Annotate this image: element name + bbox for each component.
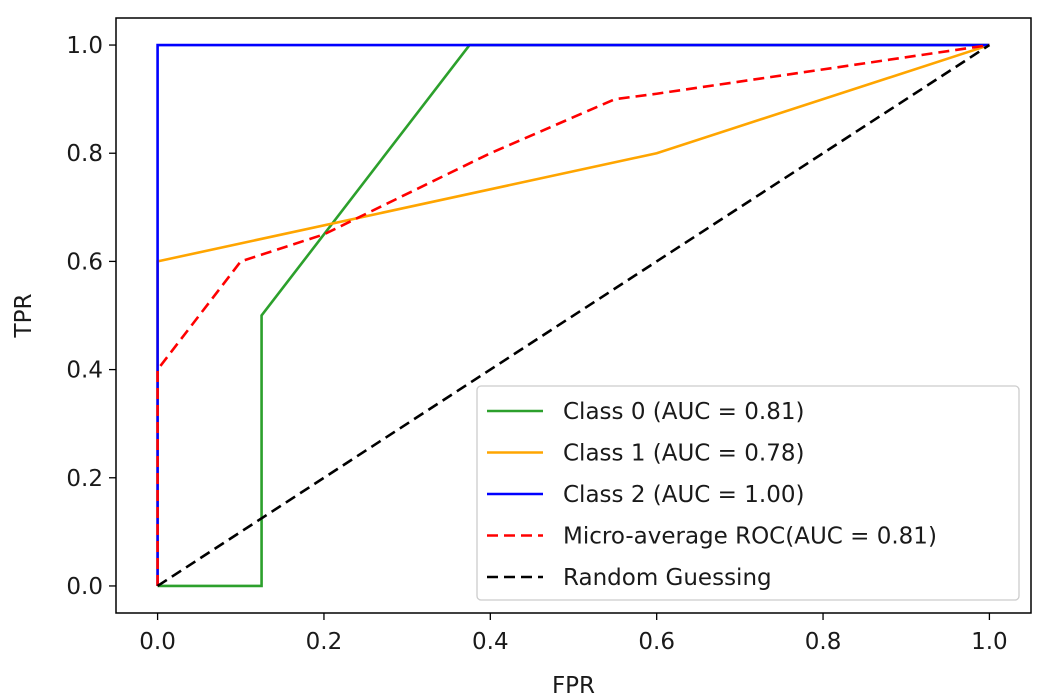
legend-label: Class 1 (AUC = 0.78) xyxy=(563,441,804,467)
legend-label: Class 2 (AUC = 1.00) xyxy=(563,482,804,508)
x-tick-label: 0.0 xyxy=(139,629,176,655)
y-tick-label: 0.0 xyxy=(66,574,103,600)
x-tick-label: 0.6 xyxy=(638,629,675,655)
series-line-random-guessing xyxy=(156,43,991,588)
y-tick-label: 0.2 xyxy=(66,466,103,492)
legend-label: Micro-average ROC(AUC = 0.81) xyxy=(563,524,937,550)
legend-label: Random Guessing xyxy=(563,565,772,591)
y-tick-label: 0.6 xyxy=(66,249,103,275)
x-tick-label: 0.2 xyxy=(306,629,343,655)
series-line-micro-average-roc-auc-0-81 xyxy=(156,43,990,586)
legend-label: Class 0 (AUC = 0.81) xyxy=(563,399,804,425)
y-tick-label: 1.0 xyxy=(66,33,103,59)
legend: Class 0 (AUC = 0.81) Class 1 (AUC = 0.78)… xyxy=(476,385,1020,601)
x-tick-label: 0.4 xyxy=(472,629,509,655)
y-tick-label: 0.8 xyxy=(66,141,103,167)
y-axis-label: TPR xyxy=(11,294,37,339)
x-tick-label: 1.0 xyxy=(971,629,1008,655)
x-tick-label: 0.8 xyxy=(805,629,842,655)
x-axis-label: FPR xyxy=(552,673,595,698)
y-tick-label: 0.4 xyxy=(66,358,103,384)
legend-box xyxy=(476,385,1020,601)
